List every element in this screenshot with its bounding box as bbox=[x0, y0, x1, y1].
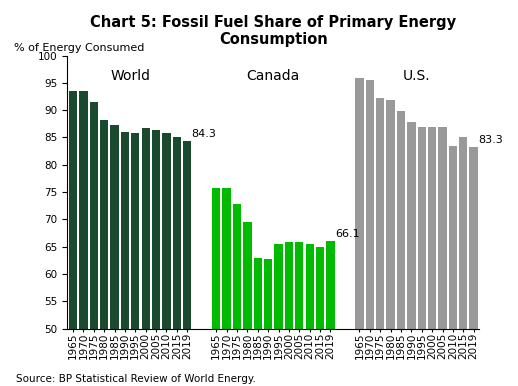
Bar bbox=[306, 244, 314, 386]
Bar bbox=[275, 244, 283, 386]
Bar bbox=[110, 125, 119, 386]
Bar bbox=[449, 146, 457, 386]
Bar bbox=[295, 242, 304, 386]
Bar bbox=[79, 91, 88, 386]
Bar bbox=[264, 259, 272, 386]
Bar bbox=[407, 122, 415, 386]
Text: 66.1: 66.1 bbox=[335, 229, 359, 239]
Bar bbox=[152, 130, 160, 386]
Bar bbox=[254, 258, 262, 386]
Bar bbox=[90, 102, 98, 386]
Bar bbox=[100, 120, 108, 386]
Bar bbox=[386, 100, 395, 386]
Bar bbox=[162, 132, 170, 386]
Text: % of Energy Consumed: % of Energy Consumed bbox=[13, 43, 144, 53]
Bar bbox=[418, 127, 426, 386]
Bar bbox=[326, 241, 335, 386]
Text: World: World bbox=[110, 69, 150, 83]
Bar bbox=[285, 242, 293, 386]
Text: U.S.: U.S. bbox=[403, 69, 430, 83]
Bar bbox=[141, 128, 150, 386]
Text: 84.3: 84.3 bbox=[192, 129, 217, 139]
Bar bbox=[438, 127, 447, 386]
Bar bbox=[428, 127, 436, 386]
Bar bbox=[131, 133, 139, 386]
Bar bbox=[397, 111, 405, 386]
Bar bbox=[469, 147, 478, 386]
Bar bbox=[459, 137, 467, 386]
Bar bbox=[316, 247, 324, 386]
Bar bbox=[183, 141, 191, 386]
Bar bbox=[376, 98, 384, 386]
Bar bbox=[222, 188, 231, 386]
Text: Source: BP Statistical Review of World Energy.: Source: BP Statistical Review of World E… bbox=[16, 374, 255, 384]
Bar bbox=[121, 132, 129, 386]
Bar bbox=[243, 222, 252, 386]
Bar bbox=[233, 204, 241, 386]
Bar bbox=[172, 137, 181, 386]
Bar bbox=[212, 188, 220, 386]
Bar bbox=[355, 78, 364, 386]
Title: Chart 5: Fossil Fuel Share of Primary Energy
Consumption: Chart 5: Fossil Fuel Share of Primary En… bbox=[90, 15, 456, 47]
Text: 83.3: 83.3 bbox=[478, 135, 503, 145]
Text: Canada: Canada bbox=[247, 69, 300, 83]
Bar bbox=[69, 91, 77, 386]
Bar bbox=[366, 80, 374, 386]
